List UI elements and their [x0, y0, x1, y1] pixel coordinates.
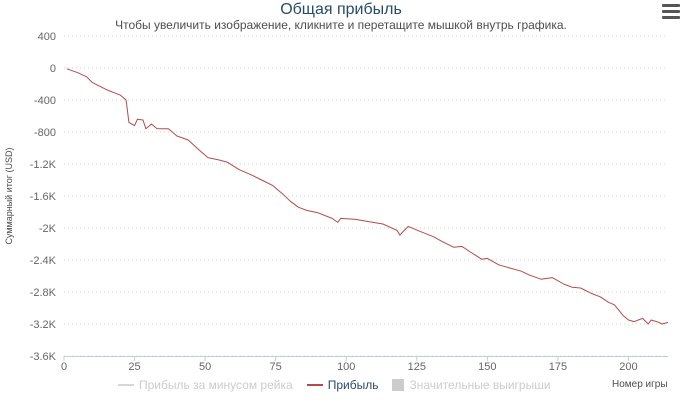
- y-tick-label: -2.4K: [30, 255, 57, 267]
- y-axis-title: Суммарный итог (USD): [4, 147, 14, 244]
- x-tick-label: 200: [619, 361, 637, 373]
- legend-item-no-rake[interactable]: Прибыль за минусом рейка: [118, 378, 293, 392]
- legend-label: Прибыль: [327, 378, 379, 392]
- legend-label: Прибыль за минусом рейка: [139, 378, 293, 392]
- hamburger-menu-icon[interactable]: [662, 4, 680, 20]
- chart-subtitle: Чтобы увеличить изображение, кликните и …: [115, 18, 567, 32]
- menu-bar: [662, 4, 680, 7]
- x-tick-label: 50: [199, 361, 211, 373]
- legend-line-marker: [118, 384, 134, 386]
- y-tick-label: -3.6K: [30, 351, 57, 363]
- x-tick-label: 100: [337, 361, 355, 373]
- menu-bar: [662, 10, 680, 13]
- x-tick-label: 175: [549, 361, 567, 373]
- legend-item-profit[interactable]: Прибыль: [306, 378, 379, 392]
- legend-box-marker: [392, 379, 405, 391]
- y-tick-label: -2.8K: [30, 287, 57, 299]
- chart-title: Общая прибыль: [280, 1, 402, 18]
- x-tick-label: 25: [128, 361, 140, 373]
- y-tick-label: -1.6K: [30, 191, 57, 203]
- legend-line-marker: [306, 384, 323, 386]
- x-axis-title: Номер игры: [612, 379, 668, 390]
- legend-item-big-wins[interactable]: Значительные выигрыши: [392, 378, 551, 392]
- y-tick-label: -3.2K: [30, 319, 57, 331]
- chart-legend: Прибыль за минусом рейка Прибыль Значите…: [118, 378, 551, 392]
- x-tick-label: 125: [408, 361, 426, 373]
- x-tick-label: 0: [61, 361, 67, 373]
- y-tick-label: -2K: [39, 223, 57, 235]
- x-tick-label: 75: [270, 361, 282, 373]
- series-line-profit: [66, 68, 669, 325]
- y-tick-label: 0: [50, 63, 56, 75]
- y-tick-label: -800: [34, 127, 56, 139]
- x-tick-label: 150: [478, 361, 496, 373]
- y-tick-label: 400: [38, 31, 56, 43]
- y-tick-label: -1.2K: [30, 159, 57, 171]
- menu-bar: [662, 16, 680, 19]
- legend-label: Значительные выигрыши: [409, 378, 551, 392]
- y-tick-label: -400: [34, 95, 56, 107]
